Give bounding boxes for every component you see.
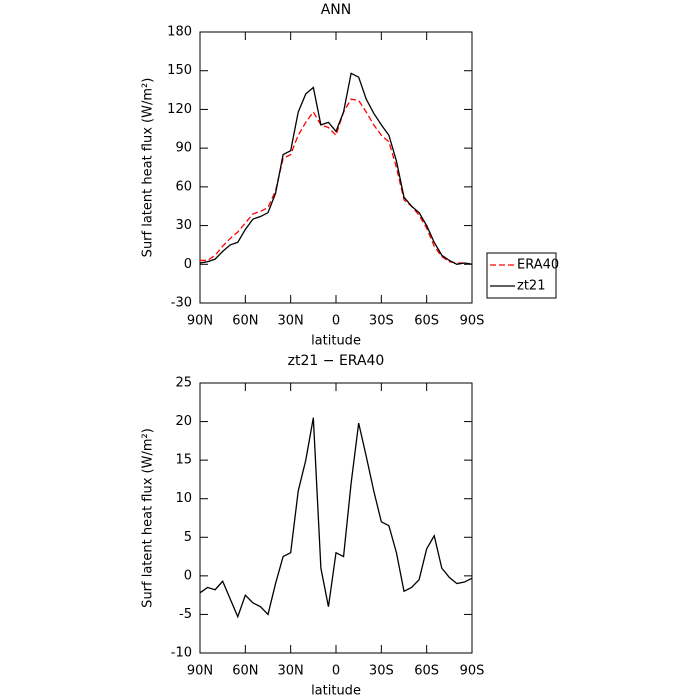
x-axis-label: latitude — [311, 684, 361, 699]
plot-frame — [199, 31, 473, 304]
x-tick-label: 30N — [278, 314, 304, 329]
x-tick-label: 90S — [460, 664, 485, 679]
y-tick-label: 10 — [175, 491, 192, 506]
y-tick-label: -10 — [171, 646, 192, 661]
x-tick-label: 60N — [232, 314, 258, 329]
x-tick-label: 90N — [187, 314, 213, 329]
x-tick-label: 90S — [460, 314, 485, 329]
y-tick-label: 15 — [175, 453, 192, 468]
y-tick-label: 0 — [184, 568, 192, 583]
y-tick-label: 180 — [167, 25, 192, 40]
legend-box — [486, 252, 557, 299]
x-tick-label: 30S — [369, 664, 394, 679]
y-axis-label: Surf latent heat flux (W/m²) — [141, 78, 156, 258]
y-tick-label: 120 — [167, 102, 192, 117]
y-tick-label: 5 — [184, 530, 192, 545]
x-tick-label: 30N — [278, 664, 304, 679]
y-tick-label: 20 — [175, 414, 192, 429]
y-tick-label: 0 — [184, 257, 192, 272]
line-series — [200, 98, 473, 265]
y-tick-label: 30 — [175, 218, 192, 233]
y-tick-label: 90 — [175, 141, 192, 156]
x-tick-label: 90N — [187, 664, 213, 679]
line-series — [199, 417, 473, 619]
x-tick-label: 0 — [332, 664, 340, 679]
x-tick-label: 60S — [414, 314, 439, 329]
chart-title: zt21 − ERA40 — [288, 353, 385, 369]
x-axis-label: latitude — [311, 334, 361, 349]
y-tick-label: -5 — [179, 607, 192, 622]
y-axis-label: Surf latent heat flux (W/m²) — [141, 428, 156, 608]
x-tick-label: 0 — [332, 314, 340, 329]
y-tick-label: -30 — [171, 296, 192, 311]
y-tick-label: 60 — [175, 179, 192, 194]
y-tick-label: 25 — [175, 376, 192, 391]
y-tick-label: 150 — [167, 63, 192, 78]
line-series — [199, 72, 473, 265]
legend-label: ERA40 — [517, 258, 559, 273]
x-tick-label: 30S — [369, 314, 394, 329]
legend-label: zt21 — [517, 279, 545, 294]
x-tick-label: 60N — [232, 664, 258, 679]
chart-title: ANN — [321, 2, 352, 18]
plot-frame — [199, 382, 473, 654]
x-tick-label: 60S — [414, 664, 439, 679]
